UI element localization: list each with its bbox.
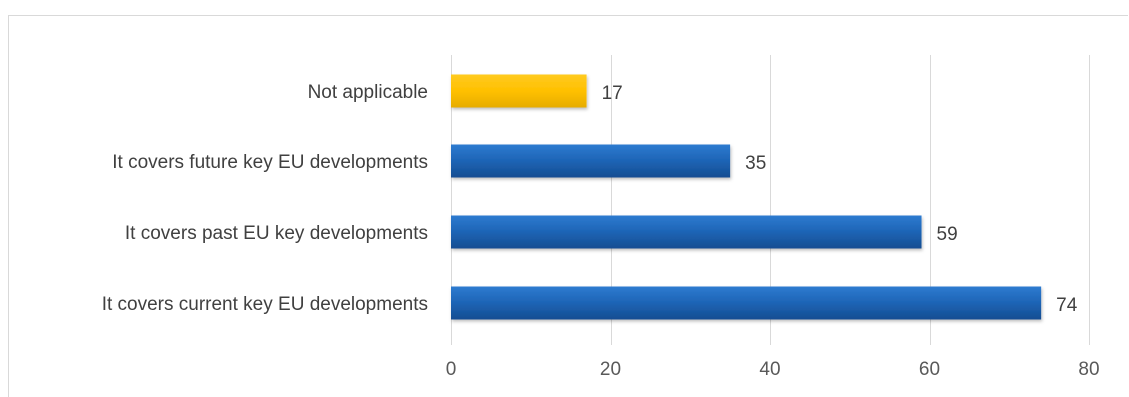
data-label-2: 35	[745, 153, 766, 174]
data-label-3: 59	[937, 224, 958, 245]
data-label-4: 74	[1056, 295, 1078, 316]
bar-2	[451, 144, 731, 178]
bars	[451, 74, 1042, 320]
chart-frame	[8, 15, 1128, 397]
category-label-4: It covers current key EU developments	[102, 294, 428, 315]
category-label-1: Not applicable	[308, 82, 428, 103]
x-tick-label-40: 40	[759, 359, 780, 380]
category-label-2: It covers future key EU developments	[112, 152, 428, 173]
bar-3	[451, 215, 922, 249]
x-tick-label-80: 80	[1078, 359, 1099, 380]
data-label-1: 17	[602, 83, 623, 104]
x-axis-tick-labels: 0 20 40 60 80	[446, 359, 1100, 380]
category-label-3: It covers past EU key developments	[125, 223, 428, 244]
x-tick-label-60: 60	[919, 359, 940, 380]
bar-1	[451, 74, 587, 108]
bar-4	[451, 286, 1042, 320]
x-tick-label-20: 20	[600, 359, 621, 380]
data-labels: 17 35 59 74	[602, 83, 1078, 316]
x-tick-label-0: 0	[446, 359, 457, 380]
category-labels: Not applicable It covers future key EU de…	[102, 82, 428, 315]
